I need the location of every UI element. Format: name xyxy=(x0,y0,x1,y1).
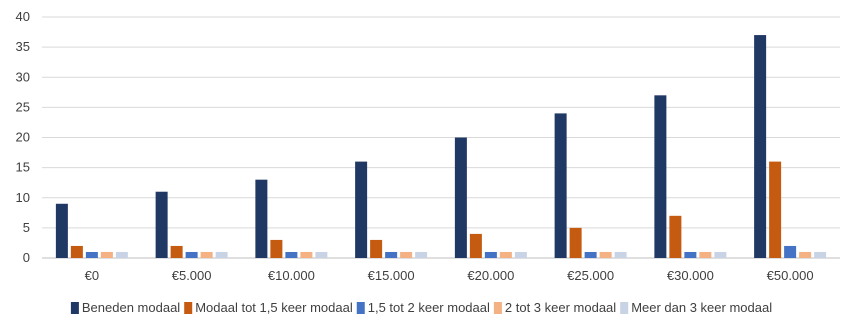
legend-item: Modaal tot 1,5 keer modaal xyxy=(184,300,353,315)
bar xyxy=(569,227,582,258)
y-tick-label: 30 xyxy=(16,69,30,84)
bar xyxy=(415,251,428,258)
legend-label: Modaal tot 1,5 keer modaal xyxy=(195,300,353,315)
bar xyxy=(454,137,467,258)
bar xyxy=(155,191,168,258)
x-axis: €0 €5.000 €10.000 €15.000 €20.000 €25.000 €30.… xyxy=(85,268,814,283)
legend-swatch xyxy=(184,302,193,314)
bar xyxy=(55,203,68,258)
bar xyxy=(754,35,767,259)
bar xyxy=(699,251,712,258)
bar xyxy=(215,251,228,258)
bar xyxy=(285,251,298,258)
bar xyxy=(669,215,682,258)
bar xyxy=(385,251,398,258)
y-tick-label: 20 xyxy=(16,130,30,145)
bar xyxy=(355,161,368,258)
bar xyxy=(584,251,597,258)
bar xyxy=(315,251,328,258)
x-tick-label: €15.000 xyxy=(368,268,415,283)
legend-item: 1,5 tot 2 keer modaal xyxy=(356,300,490,315)
y-axis: 0 5 10 15 20 25 30 35 40 xyxy=(16,9,30,265)
y-tick-label: 0 xyxy=(23,250,30,265)
bar xyxy=(170,245,183,258)
bar xyxy=(200,251,213,258)
x-tick-label: €50.000 xyxy=(767,268,814,283)
legend-swatch xyxy=(70,302,79,314)
bar xyxy=(499,251,512,258)
bar xyxy=(270,239,283,258)
bar xyxy=(100,251,113,258)
legend-label: Meer dan 3 keer modaal xyxy=(631,300,772,315)
y-tick-label: 25 xyxy=(16,99,30,114)
bar xyxy=(300,251,313,258)
legend-item: 2 tot 3 keer modaal xyxy=(493,300,616,315)
bar xyxy=(814,251,827,258)
bar xyxy=(185,251,198,258)
y-tick-label: 15 xyxy=(16,160,30,175)
y-tick-label: 35 xyxy=(16,39,30,54)
bars xyxy=(55,35,827,259)
legend-swatch xyxy=(620,302,629,314)
bar xyxy=(255,179,268,258)
x-tick-label: €25.000 xyxy=(567,268,614,283)
bar xyxy=(599,251,612,258)
bar xyxy=(70,245,83,258)
x-tick-label: €20.000 xyxy=(467,268,514,283)
bar xyxy=(85,251,98,258)
legend-item: Beneden modaal xyxy=(70,300,180,315)
bar xyxy=(469,233,482,258)
x-tick-label: €10.000 xyxy=(268,268,315,283)
y-tick-label: 10 xyxy=(16,190,30,205)
bar xyxy=(514,251,527,258)
bar xyxy=(400,251,413,258)
bar xyxy=(784,245,797,258)
legend-swatch xyxy=(356,302,365,314)
bar xyxy=(484,251,497,258)
legend-label: Beneden modaal xyxy=(82,300,180,315)
x-tick-label: €5.000 xyxy=(172,268,212,283)
bar xyxy=(554,113,567,259)
bar xyxy=(370,239,383,258)
legend-label: 2 tot 3 keer modaal xyxy=(505,300,616,315)
bar xyxy=(115,251,128,258)
legend-item: Meer dan 3 keer modaal xyxy=(620,300,772,315)
x-tick-label: €0 xyxy=(85,268,99,283)
y-tick-label: 5 xyxy=(23,220,30,235)
bar xyxy=(684,251,697,258)
legend: Beneden modaal Modaal tot 1,5 keer modaal… xyxy=(70,300,772,315)
bar xyxy=(714,251,727,258)
x-tick-label: €30.000 xyxy=(667,268,714,283)
gridlines xyxy=(42,16,840,259)
legend-label: 1,5 tot 2 keer modaal xyxy=(368,300,490,315)
y-tick-label: 40 xyxy=(16,9,30,24)
bar xyxy=(654,95,667,258)
bar xyxy=(799,251,812,258)
legend-swatch xyxy=(493,302,502,314)
bar xyxy=(769,161,782,258)
bar xyxy=(614,251,627,258)
